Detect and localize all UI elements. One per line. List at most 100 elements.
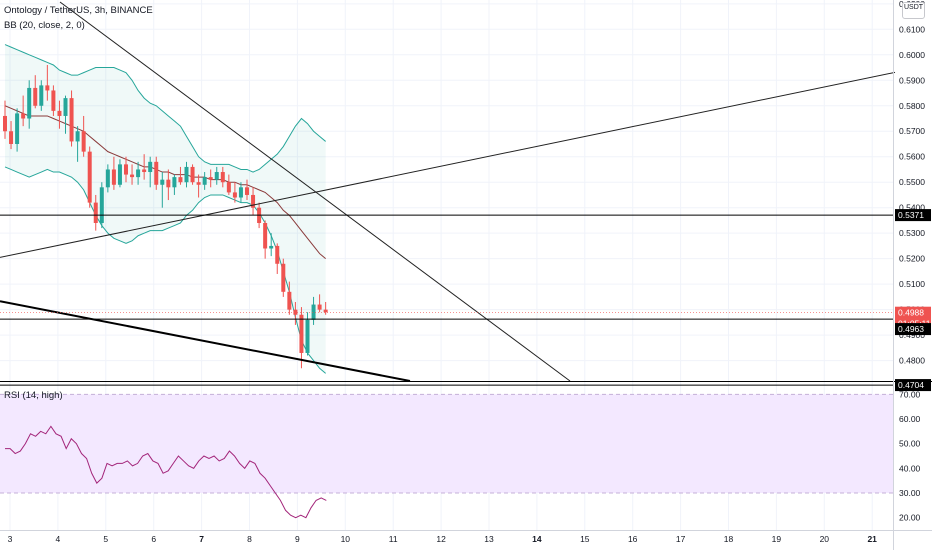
candle-body bbox=[57, 110, 62, 116]
rsi-tick-label: 70.00 bbox=[899, 389, 921, 399]
price-tick-label: 0.5900 bbox=[899, 75, 925, 85]
bollinger-fill bbox=[5, 44, 326, 374]
price-tag-label: 0.5371 bbox=[898, 210, 924, 220]
candle-body bbox=[111, 169, 116, 185]
chart-title: Ontology / TetherUS, 3h, BINANCE bbox=[4, 5, 153, 16]
candle-body bbox=[202, 177, 207, 185]
price-tick-label: 0.4900 bbox=[899, 330, 925, 340]
candle-body bbox=[75, 131, 80, 142]
time-tick-label: 10 bbox=[341, 534, 351, 544]
price-tag-label: 0.4988 bbox=[898, 308, 924, 318]
time-tick-label: 7 bbox=[199, 534, 204, 544]
rsi-label: RSI (14, high) bbox=[4, 390, 63, 401]
candle-body bbox=[124, 164, 128, 175]
price-tick-label: 0.5400 bbox=[899, 203, 925, 213]
time-tick-label: 16 bbox=[628, 534, 638, 544]
bollinger-label: BB (20, close, 2, 0) bbox=[4, 20, 85, 31]
candle-body bbox=[63, 98, 68, 116]
price-tick-label: 0.6000 bbox=[899, 50, 925, 60]
candle-body bbox=[317, 304, 322, 310]
bollinger-upper-line bbox=[4, 44, 326, 173]
candle-body bbox=[27, 87, 32, 119]
candle-body bbox=[166, 179, 171, 188]
candle-body bbox=[269, 245, 274, 249]
time-tick-label: 4 bbox=[56, 534, 61, 544]
price-tick-label: 0.5200 bbox=[899, 254, 925, 264]
time-tick-label: 20 bbox=[820, 534, 830, 544]
candle-body bbox=[238, 187, 243, 198]
candle-body bbox=[9, 131, 14, 144]
rsi-tick-label: 30.00 bbox=[899, 488, 921, 498]
bollinger-lower-line bbox=[4, 166, 326, 374]
time-tick-label: 13 bbox=[484, 534, 494, 544]
candle-body bbox=[93, 202, 98, 223]
price-tick-label: 0.4800 bbox=[899, 356, 925, 366]
time-tick-label: 5 bbox=[103, 534, 108, 544]
candle-body bbox=[245, 187, 249, 195]
price-tick-label: 0.5100 bbox=[899, 279, 925, 289]
rsi-tick-label: 40.00 bbox=[899, 463, 921, 473]
candle-body bbox=[130, 174, 135, 178]
candle-body bbox=[33, 87, 38, 106]
rsi-tick-label: 50.00 bbox=[899, 439, 921, 449]
price-tag bbox=[895, 323, 931, 336]
rsi-tick-label: 20.00 bbox=[899, 513, 921, 523]
rsi-line bbox=[5, 425, 327, 519]
candle-body bbox=[117, 164, 122, 185]
candle-body bbox=[69, 98, 74, 142]
price-tick-label: 0.5500 bbox=[899, 177, 925, 187]
price-tag bbox=[895, 306, 931, 319]
candle-body bbox=[99, 187, 104, 223]
candle-body bbox=[39, 85, 44, 106]
price-tick-label: 0.5700 bbox=[899, 126, 925, 136]
candle-body bbox=[81, 131, 86, 152]
currency-button-label: USDT bbox=[903, 4, 924, 11]
time-tick-label: 17 bbox=[676, 534, 686, 544]
price-tick-label: 0.5300 bbox=[899, 228, 925, 238]
candle-body bbox=[87, 151, 92, 203]
time-tick-label: 12 bbox=[436, 534, 446, 544]
currency-button[interactable]: USDT bbox=[902, 2, 925, 19]
candle-body bbox=[178, 177, 183, 183]
price-tag-label: 0.4704 bbox=[898, 380, 924, 390]
candle-body bbox=[172, 177, 177, 188]
candle-body bbox=[226, 182, 231, 193]
candle-body bbox=[136, 169, 141, 178]
candle-body bbox=[232, 192, 237, 198]
candle-body bbox=[311, 304, 316, 320]
time-tick-label: 3 bbox=[8, 534, 13, 544]
candle-body bbox=[275, 245, 280, 264]
candle-body bbox=[287, 291, 292, 310]
candle-body bbox=[45, 85, 50, 91]
time-tick-label: 19 bbox=[772, 534, 782, 544]
candle-body bbox=[323, 309, 328, 313]
bollinger-basis-line bbox=[4, 105, 326, 260]
time-tick-label: 6 bbox=[151, 534, 156, 544]
price-tag bbox=[895, 379, 931, 392]
trendline-up bbox=[0, 71, 896, 258]
candle-body bbox=[251, 194, 256, 208]
rsi-tick-label: 60.00 bbox=[899, 414, 921, 424]
trendline-down bbox=[59, 1, 571, 382]
price-tick-label: 0.5800 bbox=[899, 101, 925, 111]
price-tick-label: 0.5600 bbox=[899, 152, 925, 162]
time-tick-label: 8 bbox=[247, 534, 252, 544]
candle-body bbox=[51, 90, 56, 111]
candle-body bbox=[293, 309, 298, 315]
time-tick-label: 11 bbox=[389, 534, 398, 544]
candle-body bbox=[263, 222, 268, 249]
candle-body bbox=[148, 161, 153, 173]
price-tag bbox=[895, 209, 931, 222]
candle-body bbox=[220, 172, 225, 183]
trendline-support bbox=[0, 300, 411, 382]
candle-body bbox=[3, 115, 7, 132]
time-tick-label: 18 bbox=[724, 534, 734, 544]
price-tick-label: 0.6100 bbox=[899, 24, 925, 34]
candle-body bbox=[160, 179, 165, 185]
candle-body bbox=[154, 161, 159, 185]
time-tick-label: 21 bbox=[867, 534, 877, 544]
price-tag-label: 0.4963 bbox=[898, 324, 924, 334]
candle-body bbox=[184, 166, 189, 183]
candle-body bbox=[208, 177, 213, 180]
